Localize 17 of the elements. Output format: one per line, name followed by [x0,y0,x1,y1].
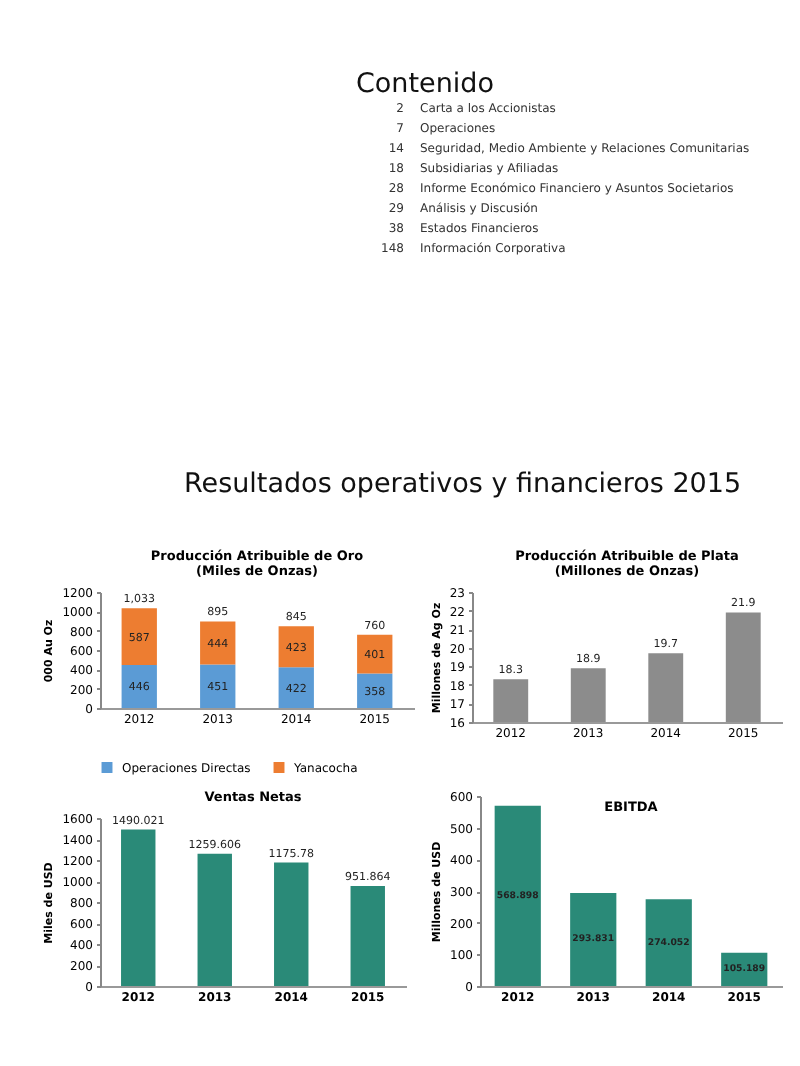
bar [200,621,236,665]
text: Resultados operativos y financieros 2015 [184,468,744,500]
bar [278,626,314,668]
bar [197,853,232,986]
text: Contenido [356,68,496,100]
bar [278,667,314,708]
bar [645,899,692,986]
bar [121,829,156,986]
bar [200,664,236,708]
bar [357,634,393,674]
bar [121,664,157,708]
bar [494,805,541,986]
bar [121,608,157,665]
bar [350,886,385,986]
bar [274,862,309,986]
bar [357,673,393,708]
bar [570,892,617,986]
